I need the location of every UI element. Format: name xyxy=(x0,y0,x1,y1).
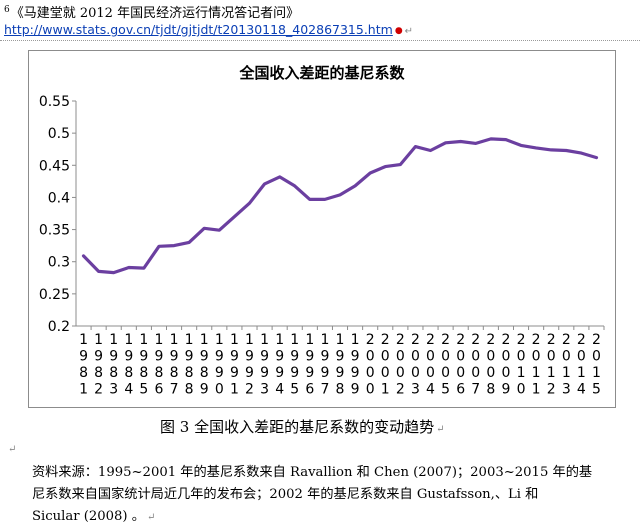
y-tick-label: 0.55 xyxy=(39,94,70,110)
y-tick-label: 0.25 xyxy=(39,287,70,303)
figure-caption-text: 图 3 全国收入差距的基尼系数的变动趋势 xyxy=(160,418,435,436)
footnote-url-link[interactable]: http://www.stats.gov.cn/tjdt/gjtjdt/t201… xyxy=(4,22,393,37)
return-mark-icon: ↵ xyxy=(404,26,414,37)
footnote-url-line: http://www.stats.gov.cn/tjdt/gjtjdt/t201… xyxy=(4,22,413,37)
page-divider xyxy=(0,40,640,41)
x-axis-ticks: 1 9 8 1 1 9 8 2 1 9 8 3 1 9 8 4 1 9 8 5 1 9 8 6 1 9 8 7 1 9 8 8 1 9 8 9 1 9 9 0… xyxy=(79,326,605,398)
y-tick-label: 0.5 xyxy=(48,126,70,142)
y-tick-label: 0.4 xyxy=(48,190,70,206)
source-note: 资料来源：1995~2001 年的基尼系数来自 Ravallion 和 Chen… xyxy=(32,462,622,529)
footnote-title: 《马建堂就 2012 年国民经济运行情况答记者问》 xyxy=(10,6,300,21)
source-note-line: Sicular (2008) 。 xyxy=(32,509,145,524)
chart-frame: 全国收入差距的基尼系数 0.55 0.5 0.45 0.4 0.35 0.3 0.25 0.2… xyxy=(28,50,616,408)
return-mark-icon: ↵ xyxy=(146,512,156,523)
gini-series-line xyxy=(81,137,599,275)
chart-title: 全国收入差距的基尼系数 xyxy=(238,64,405,82)
y-tick-label: 0.45 xyxy=(39,158,70,174)
figure-caption: 图 3 全国收入差距的基尼系数的变动趋势 ↵ xyxy=(160,416,444,437)
return-mark-icon: ↵ xyxy=(8,444,17,455)
footnote-number: 6 xyxy=(4,4,10,15)
y-axis-ticks: 0.55 0.5 0.45 0.4 0.35 0.3 0.25 0.2 xyxy=(39,94,76,335)
y-tick-label: 0.35 xyxy=(39,223,70,239)
footnote-title-line: 6《马建堂就 2012 年国民经济运行情况答记者问》 xyxy=(4,2,299,21)
red-dot-icon: ● xyxy=(394,25,403,36)
return-mark-icon: ↵ xyxy=(436,424,445,435)
y-tick-label: 0.2 xyxy=(48,319,70,335)
source-note-line: 资料来源：1995~2001 年的基尼系数来自 Ravallion 和 Chen… xyxy=(32,465,593,480)
source-note-line: 尼系数来自国家统计局近几年的发布会；2002 年的基尼系数来自 Gustafss… xyxy=(32,487,539,502)
y-tick-label: 0.3 xyxy=(48,255,70,271)
gini-line-chart: 全国收入差距的基尼系数 0.55 0.5 0.45 0.4 0.35 0.3 0.25 0.2… xyxy=(39,64,605,398)
